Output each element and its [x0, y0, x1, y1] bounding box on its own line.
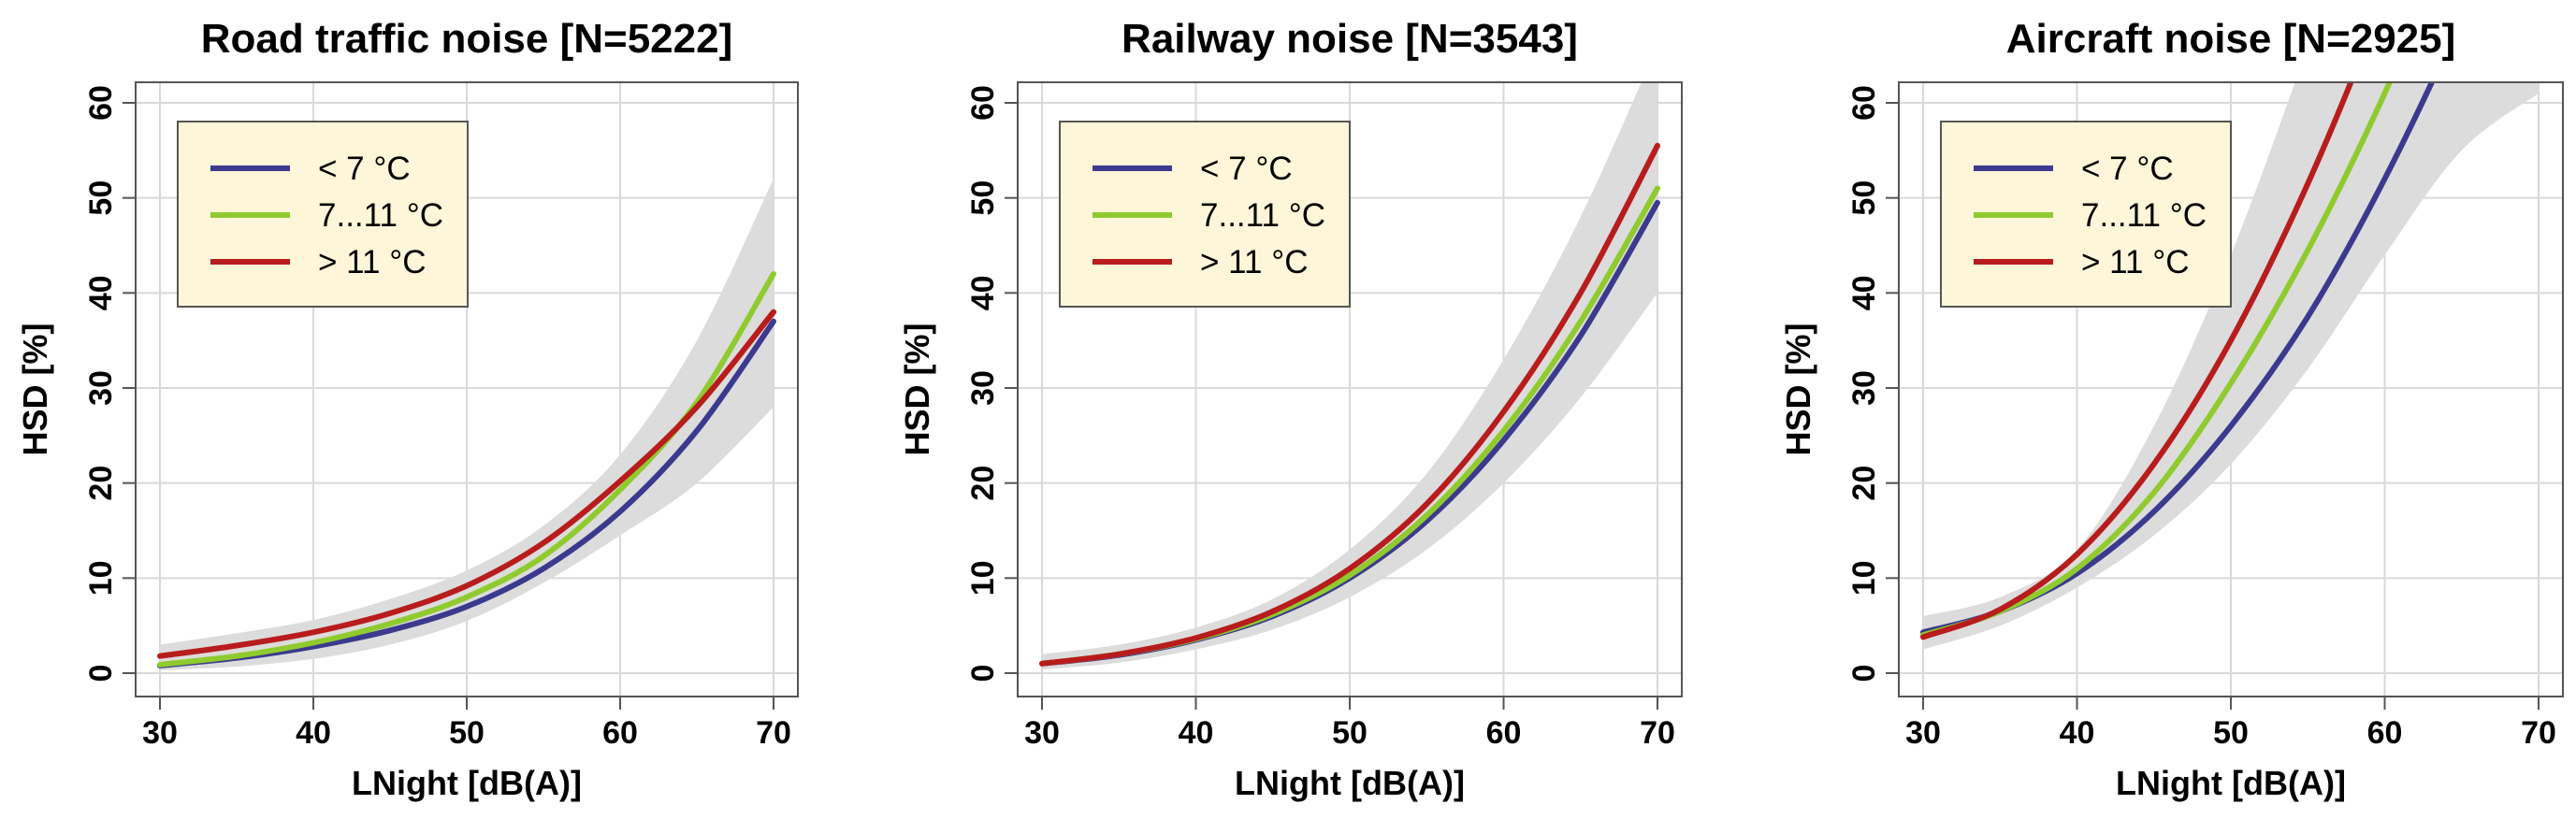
x-tick-label: 60: [602, 715, 638, 751]
chart-panel-3: 30 40 50 60 70 0 10 20 30 40 50 60 Aircraft noise [N…: [1779, 16, 2564, 802]
y-axis-label: HSD [%]: [1779, 323, 1817, 456]
y-axis-label: HSD [%]: [16, 323, 54, 456]
series-line-warm: [157, 309, 776, 659]
legend-label: 7...11 °C: [2081, 197, 2207, 234]
y-tick-label: 40: [965, 275, 1001, 310]
y-tick-label: 0: [965, 665, 1001, 682]
x-tick-label: 60: [2367, 715, 2403, 751]
x-tick-label: 50: [2213, 715, 2249, 751]
x-axis-label: LNight [dB(A)]: [352, 764, 582, 802]
x-tick-label: 70: [756, 715, 791, 751]
legend: < 7 °C 7...11 °C > 11 °C: [1940, 121, 2232, 308]
plot-area: [1920, 82, 2539, 650]
y-tick-label: 60: [83, 85, 119, 121]
y-tick-label: 50: [1846, 180, 1882, 216]
x-tick-label: 40: [296, 715, 331, 751]
confidence-band: [1923, 82, 2539, 650]
chart-title: Road traffic noise [N=5222]: [201, 16, 733, 62]
x-tick-label: 40: [2060, 715, 2095, 751]
plot-area: [157, 179, 776, 671]
y-tick-label: 10: [1846, 560, 1882, 596]
y-axis-label: HSD [%]: [898, 323, 936, 456]
series-line-warm: [1920, 82, 2354, 640]
legend: < 7 °C 7...11 °C > 11 °C: [1059, 121, 1351, 308]
y-tick-label: 30: [83, 370, 119, 406]
y-tick-label: 10: [83, 560, 119, 596]
chart-panel-2: 30 40 50 60 70 0 10 20 30 40 50 60 Railway noise [N=…: [898, 16, 1683, 802]
legend-label: < 7 °C: [1200, 151, 1293, 187]
y-tick-label: 30: [1846, 370, 1882, 406]
x-tick-label: 30: [1024, 715, 1060, 751]
y-tick-label: 40: [83, 275, 119, 310]
confidence-band: [1042, 82, 1657, 669]
x-tick-label: 30: [1905, 715, 1941, 751]
x-tick-label: 70: [2521, 715, 2556, 751]
legend: < 7 °C 7...11 °C > 11 °C: [177, 121, 469, 308]
legend-label: < 7 °C: [2081, 151, 2174, 187]
series-line-warm: [1039, 142, 1660, 667]
x-tick-label: 60: [1486, 715, 1522, 751]
x-axis-label: LNight [dB(A)]: [2116, 764, 2346, 802]
y-tick-label: 60: [965, 85, 1001, 121]
y-tick-label: 0: [83, 665, 119, 682]
legend-label: < 7 °C: [318, 151, 411, 187]
y-tick-label: 20: [965, 466, 1001, 501]
y-tick-label: 20: [1846, 466, 1882, 501]
chart-panel-1: 30 40 50 60 70 0 10 20 30 40 50 60 Road traffic nois…: [16, 16, 799, 802]
y-tick-label: 10: [965, 560, 1001, 596]
x-axis-label: LNight [dB(A)]: [1235, 764, 1465, 802]
chart-title: Railway noise [N=3543]: [1122, 16, 1578, 62]
x-tick-label: 30: [142, 715, 178, 751]
y-tick-label: 0: [1846, 665, 1882, 682]
y-tick-label: 30: [965, 370, 1001, 406]
y-tick-label: 50: [83, 180, 119, 216]
legend-label: > 11 °C: [1200, 244, 1309, 280]
legend-label: 7...11 °C: [318, 197, 443, 234]
x-tick-label: 50: [449, 715, 485, 751]
confidence-band: [160, 179, 774, 671]
y-tick-label: 50: [965, 180, 1001, 216]
y-tick-label: 20: [83, 466, 119, 501]
x-tick-label: 70: [1640, 715, 1675, 751]
series-line-mid: [1920, 82, 2394, 639]
legend-label: > 11 °C: [2081, 244, 2190, 280]
y-tick-label: 40: [1846, 275, 1882, 310]
y-tick-label: 60: [1846, 85, 1882, 121]
legend-label: > 11 °C: [318, 244, 427, 280]
chart-title: Aircraft noise [N=2925]: [2006, 16, 2456, 62]
legend-label: 7...11 °C: [1200, 197, 1325, 234]
plot-area: [1039, 82, 1660, 669]
x-tick-label: 40: [1179, 715, 1214, 751]
x-tick-label: 50: [1332, 715, 1368, 751]
